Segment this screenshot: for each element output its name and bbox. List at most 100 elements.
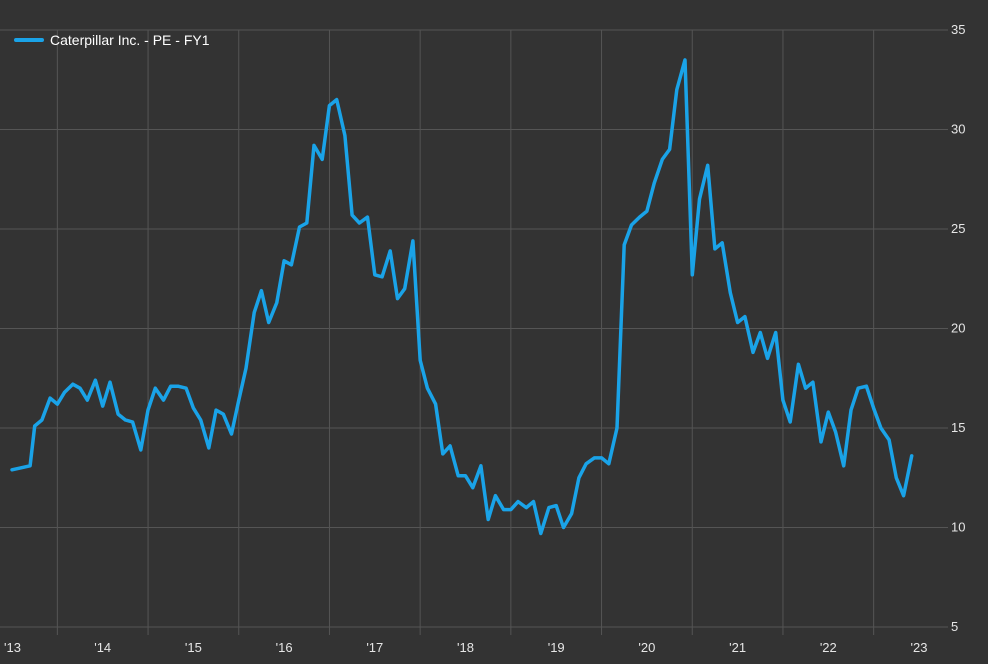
data-point — [781, 398, 785, 402]
x-tick-label: '13 — [4, 640, 21, 655]
data-point — [221, 412, 225, 416]
data-point — [856, 386, 860, 390]
data-point — [660, 158, 664, 161]
data-point — [804, 386, 807, 390]
data-point — [94, 378, 97, 382]
data-point — [607, 462, 611, 466]
data-point — [244, 366, 248, 370]
data-point — [849, 408, 853, 412]
data-point — [290, 263, 293, 267]
data-point — [448, 444, 452, 448]
data-point — [298, 225, 301, 229]
data-point — [396, 297, 399, 300]
data-point — [19, 466, 23, 470]
data-point — [751, 351, 755, 354]
data-point — [842, 464, 846, 468]
data-point — [230, 432, 233, 436]
data-point — [592, 456, 596, 460]
y-tick-label: 35 — [951, 22, 965, 37]
data-point — [343, 134, 347, 137]
data-point — [108, 380, 112, 384]
data-point — [85, 398, 89, 402]
data-point — [706, 163, 710, 167]
y-tick-label: 10 — [951, 520, 965, 535]
data-point — [570, 512, 573, 515]
data-point — [464, 474, 467, 478]
data-point — [71, 382, 75, 386]
data-point — [902, 494, 905, 498]
data-point — [872, 406, 875, 410]
data-point — [720, 241, 724, 245]
data-point — [153, 386, 157, 390]
data-point — [192, 406, 195, 410]
data-point — [124, 418, 127, 422]
data-point — [78, 386, 82, 390]
data-point — [56, 402, 59, 406]
data-point — [441, 452, 445, 456]
data-point — [267, 321, 271, 324]
data-point — [373, 273, 377, 277]
data-point — [350, 213, 354, 217]
data-point — [894, 476, 898, 480]
legend: Caterpillar Inc. - PE - FY1 — [14, 32, 210, 48]
data-point — [758, 331, 762, 334]
data-point — [675, 88, 679, 92]
y-tick-label: 15 — [951, 420, 965, 435]
y-tick-label: 30 — [951, 122, 965, 137]
data-point — [116, 412, 120, 416]
data-point — [713, 247, 717, 251]
data-point — [645, 209, 649, 213]
data-point — [214, 408, 218, 412]
data-point — [728, 291, 732, 295]
data-point — [509, 508, 513, 511]
data-point — [479, 464, 483, 468]
data-point — [335, 98, 339, 101]
data-point — [584, 462, 588, 466]
series-line-0 — [10, 58, 914, 536]
data-point — [600, 456, 603, 460]
data-point — [456, 474, 460, 478]
data-point — [139, 448, 143, 452]
data-point — [774, 331, 778, 334]
data-point — [320, 158, 324, 161]
data-point — [207, 446, 211, 450]
data-point — [131, 420, 135, 424]
data-point — [252, 311, 256, 314]
data-point — [652, 181, 656, 185]
x-tick-label: '14 — [94, 640, 111, 655]
gridlines — [0, 29, 948, 635]
data-point — [162, 398, 165, 402]
data-point — [101, 404, 105, 408]
data-point — [411, 239, 415, 243]
data-point — [282, 259, 286, 263]
data-point — [237, 398, 241, 402]
x-tick-label: '21 — [729, 640, 746, 655]
x-tick-label: '18 — [457, 640, 474, 655]
data-point — [834, 430, 837, 434]
y-tick-label: 5 — [951, 619, 958, 634]
data-point — [275, 301, 279, 304]
data-point — [826, 410, 830, 414]
data-point — [48, 396, 52, 400]
x-tick-label: '19 — [548, 640, 565, 655]
x-tick-label: '17 — [366, 640, 383, 655]
data-point — [434, 402, 437, 406]
data-point — [63, 390, 66, 394]
data-point — [146, 408, 150, 412]
x-tick-label: '16 — [276, 640, 293, 655]
data-point — [887, 438, 891, 442]
data-point — [169, 384, 173, 388]
legend-label: Caterpillar Inc. - PE - FY1 — [50, 32, 210, 48]
data-point — [683, 58, 687, 62]
x-axis-ticks: '13 '14 '15 '16 '17 '18 '19 '20 '21 '22 '23 — [4, 640, 927, 655]
data-point — [516, 500, 520, 503]
data-point — [788, 420, 792, 424]
data-point — [486, 518, 490, 521]
data-point — [305, 221, 309, 225]
data-point — [418, 358, 422, 362]
x-tick-label: '22 — [820, 640, 837, 655]
data-point — [176, 384, 180, 388]
data-point — [615, 426, 619, 430]
data-point — [10, 468, 14, 472]
data-point — [547, 506, 551, 509]
